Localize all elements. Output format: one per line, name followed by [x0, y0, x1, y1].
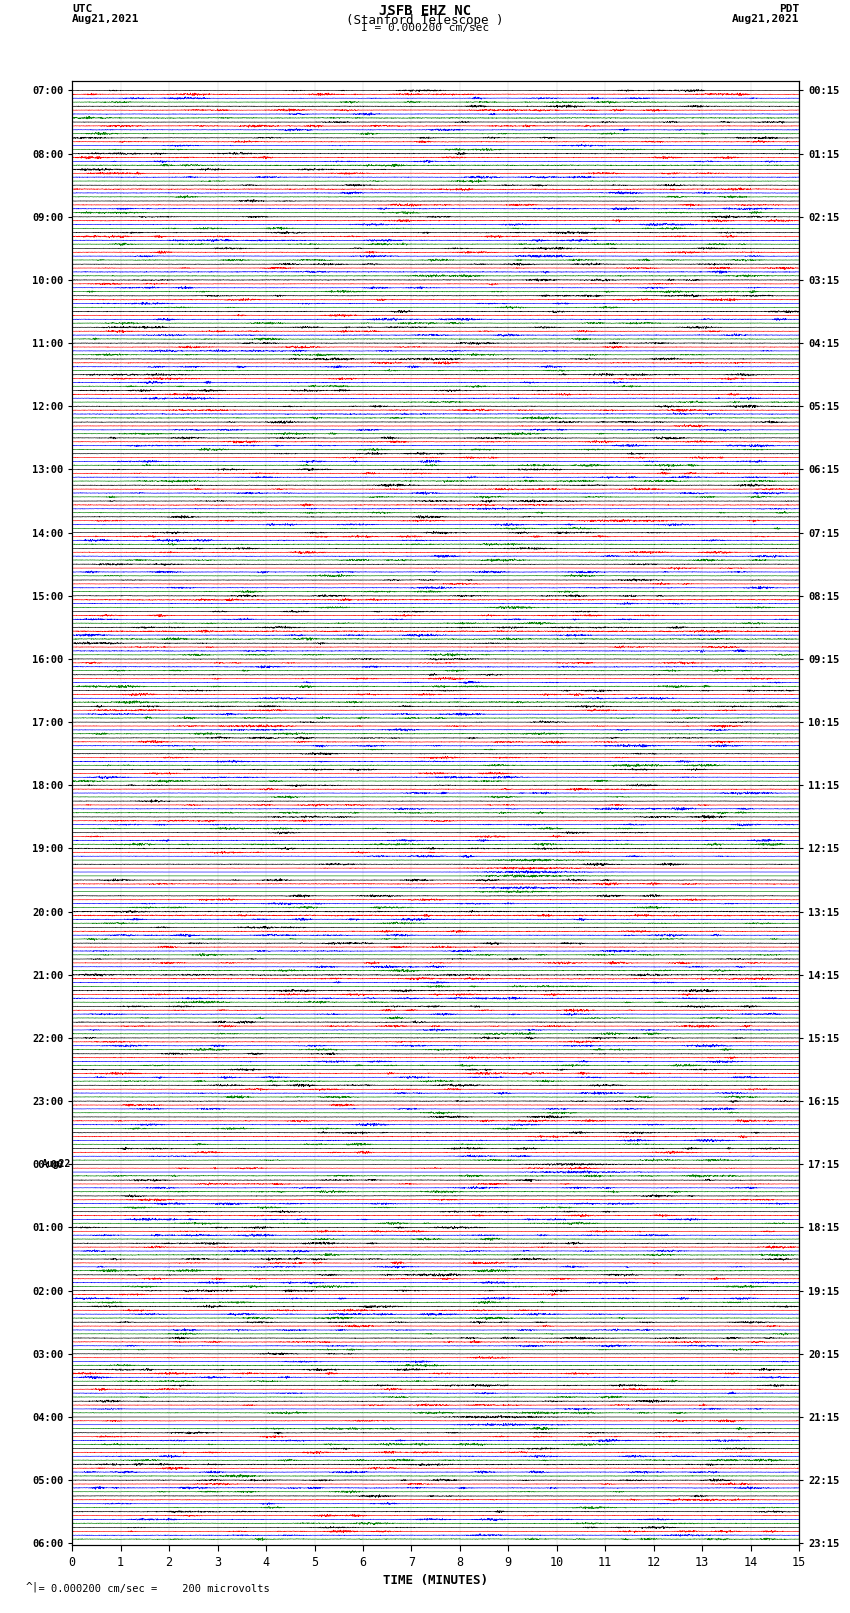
Text: JSFB EHZ NC: JSFB EHZ NC [379, 5, 471, 18]
Text: PDT: PDT [779, 5, 799, 15]
X-axis label: TIME (MINUTES): TIME (MINUTES) [383, 1574, 488, 1587]
Text: Aug21,2021: Aug21,2021 [72, 13, 139, 24]
Text: ^|: ^| [26, 1581, 39, 1592]
Text: UTC: UTC [72, 5, 93, 15]
Text: (Stanford Telescope ): (Stanford Telescope ) [346, 13, 504, 27]
Text: = 0.000200 cm/sec =    200 microvolts: = 0.000200 cm/sec = 200 microvolts [26, 1584, 269, 1594]
Text: Aug22: Aug22 [42, 1160, 71, 1169]
Text: I = 0.000200 cm/sec: I = 0.000200 cm/sec [361, 24, 489, 34]
Text: Aug21,2021: Aug21,2021 [732, 13, 799, 24]
